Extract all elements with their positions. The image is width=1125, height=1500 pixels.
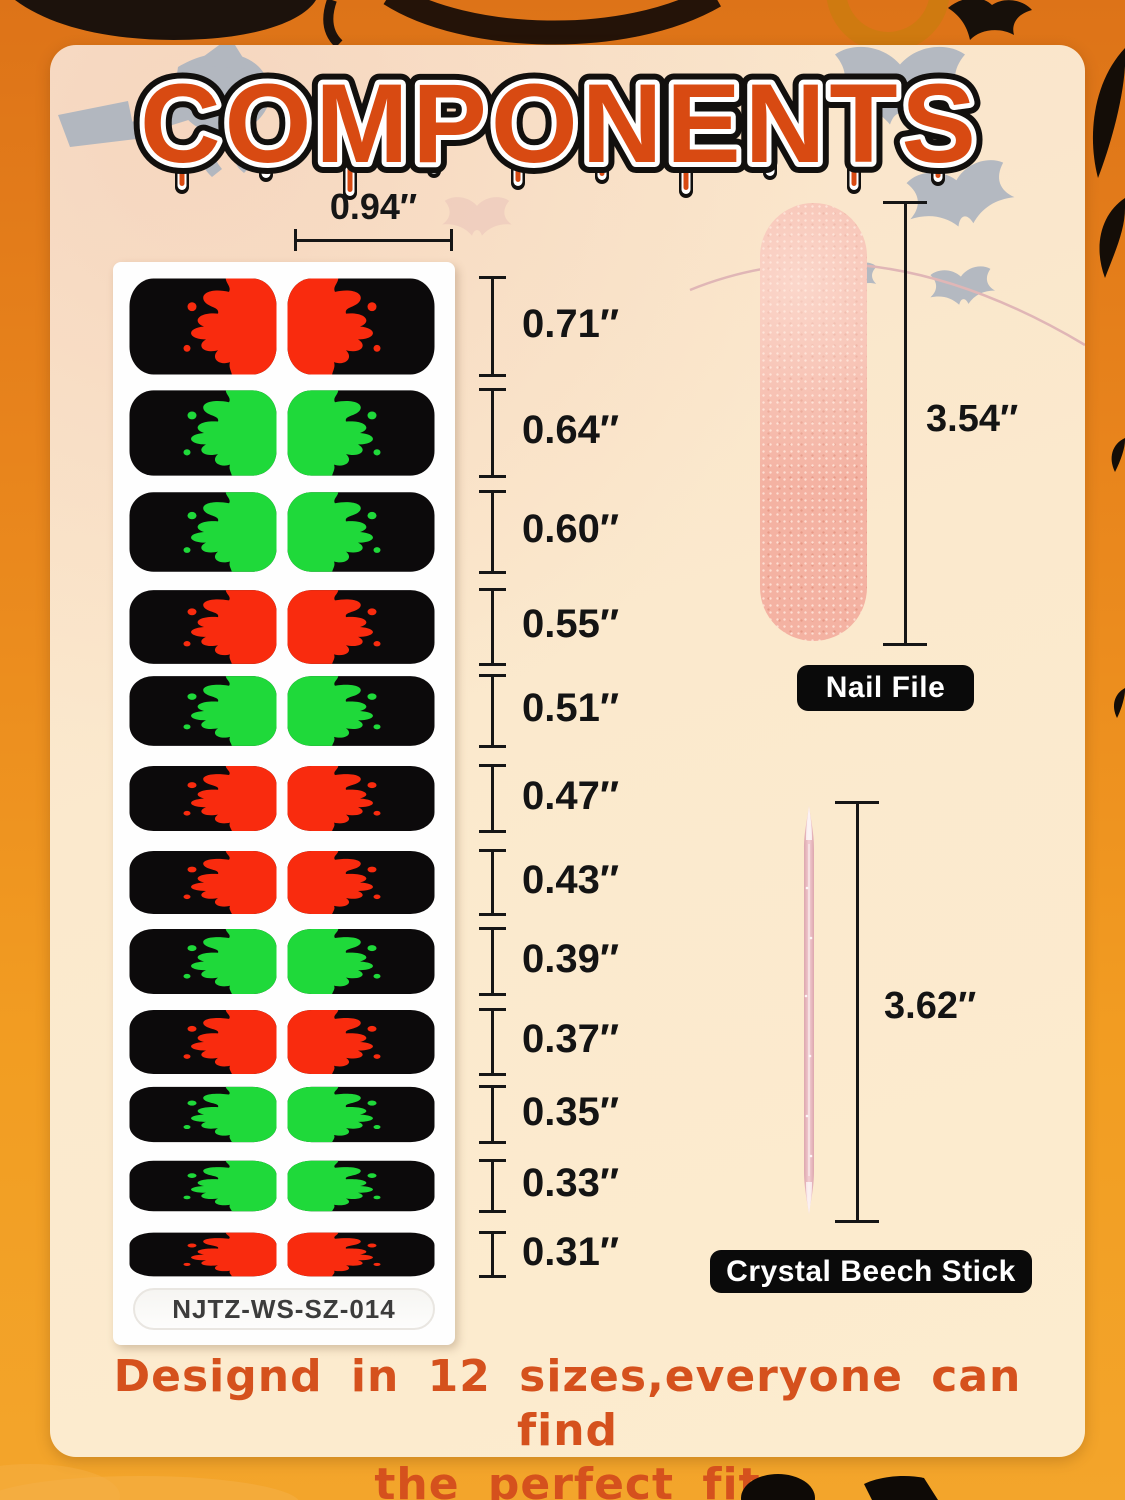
title-components: COMPONENTS COMPONENTS COMPONENTS <box>129 50 987 200</box>
beech-stick-badge: Crystal Beech Stick <box>710 1250 1032 1293</box>
pumpkin-ring-silhouette <box>826 0 950 50</box>
nail-wrap <box>287 1009 435 1075</box>
nail-wrap <box>129 929 277 994</box>
file-measure-line <box>904 203 907 645</box>
nail-file-image <box>760 203 867 641</box>
footer-note: Designd in 12 sizes,everyone can find th… <box>50 1350 1085 1500</box>
width-measure-line <box>295 239 452 242</box>
file-length-label: 3.54″ <box>926 398 1019 440</box>
stick-measure-line <box>856 803 859 1222</box>
witch-hair-silhouette <box>15 0 316 40</box>
swirl-silhouette <box>383 0 721 45</box>
nail-wrap <box>129 390 277 476</box>
nail-wrap <box>287 766 435 831</box>
stick-measure-tick-bottom <box>835 1220 879 1223</box>
svg-text:COMPONENTS: COMPONENTS <box>140 61 980 186</box>
stick-measure-tick-top <box>835 801 879 804</box>
sheet-width-label: 0.94″ <box>329 186 418 227</box>
nail-wrap <box>287 390 435 476</box>
nail-wrap <box>129 850 277 915</box>
footer-line-1: Designd in 12 sizes,everyone can find <box>113 1351 1022 1456</box>
nail-wrap <box>129 1232 277 1277</box>
product-code-bar: NJTZ-WS-SZ-014 <box>133 1288 435 1330</box>
nail-file-badge: Nail File <box>797 665 974 711</box>
product-code: NJTZ-WS-SZ-014 <box>172 1293 396 1324</box>
width-measure-tick-right <box>450 229 453 251</box>
nail-wrap <box>287 1086 435 1143</box>
nail-wrap <box>129 1160 277 1212</box>
svg-text:COMPONENTS: COMPONENTS <box>140 61 980 186</box>
file-measure-tick-top <box>883 201 927 204</box>
nail-wrap <box>287 590 435 664</box>
nail-wrap <box>129 766 277 831</box>
right-strip-bat-wings <box>1092 48 1125 718</box>
stick-length-label: 3.62″ <box>884 985 977 1027</box>
bat-icon <box>948 0 1032 40</box>
file-measure-tick-bottom <box>883 643 927 646</box>
nail-wrap <box>287 278 435 375</box>
nail-wrap <box>129 590 277 664</box>
svg-text:COMPONENTS: COMPONENTS <box>140 61 980 186</box>
nail-wrap <box>287 676 435 746</box>
curl-silhouette <box>323 0 343 48</box>
nail-wrap <box>129 1086 277 1143</box>
nail-wrap <box>129 492 277 572</box>
nail-wrap <box>129 1009 277 1075</box>
width-measure-tick-left <box>294 229 297 251</box>
nail-wrap <box>129 676 277 746</box>
footer-line-2: the perfect fit <box>374 1459 761 1500</box>
title-drips <box>175 142 945 200</box>
nail-wrap <box>287 1232 435 1277</box>
nail-wrap <box>287 492 435 572</box>
nail-wrap <box>129 278 277 375</box>
nail-wrap <box>287 850 435 915</box>
nail-wrap <box>287 929 435 994</box>
nail-wrap <box>287 1160 435 1212</box>
nail-wrap-sheet: NJTZ-WS-SZ-014 <box>113 262 455 1345</box>
